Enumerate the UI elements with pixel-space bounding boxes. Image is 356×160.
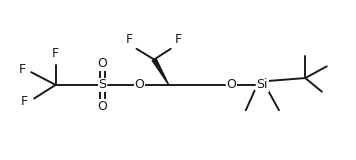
Text: Si: Si (257, 78, 268, 91)
Text: F: F (21, 95, 28, 108)
Text: F: F (52, 47, 59, 60)
Text: O: O (98, 57, 108, 70)
Text: O: O (226, 78, 236, 91)
Text: S: S (98, 78, 106, 91)
Text: O: O (135, 78, 145, 91)
Text: F: F (126, 33, 133, 46)
Text: F: F (19, 63, 26, 76)
Text: O: O (98, 100, 108, 113)
Text: F: F (174, 33, 182, 46)
Polygon shape (152, 58, 169, 85)
